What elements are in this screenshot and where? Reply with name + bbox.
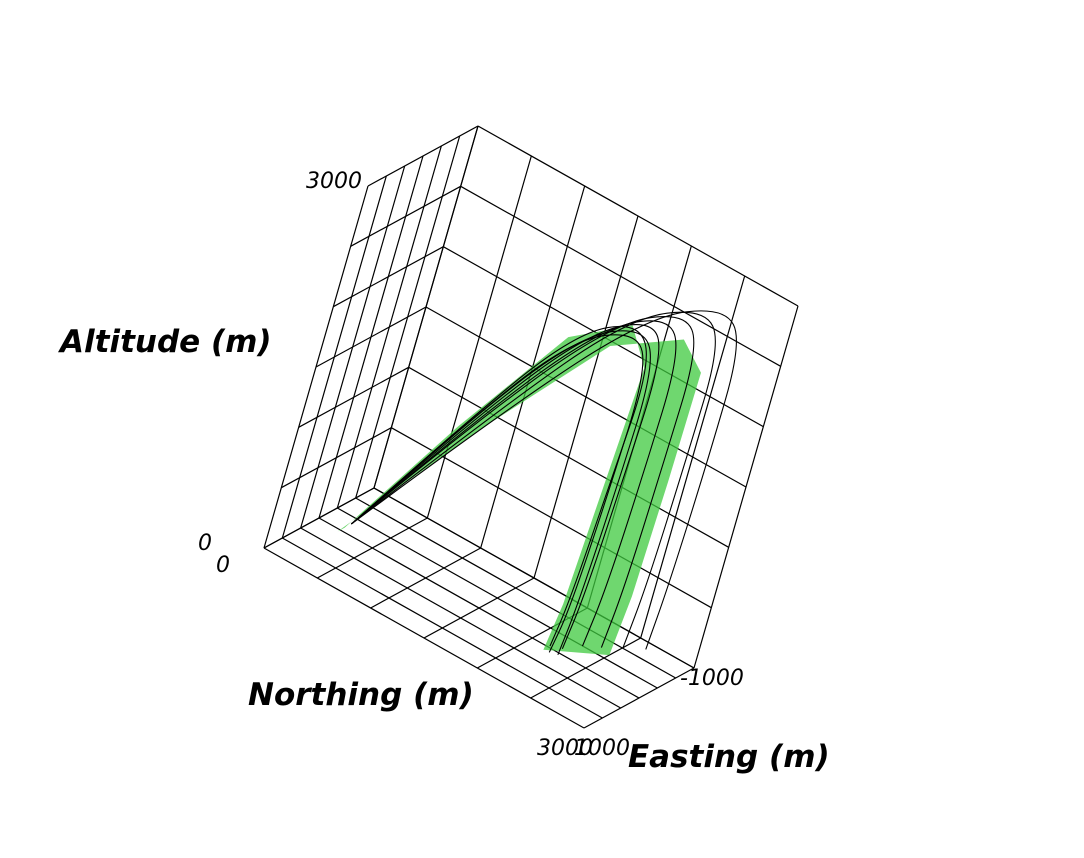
northing-axis-label: Northing (m) (248, 677, 474, 713)
backwall-grid-line (693, 305, 799, 669)
floor-grid-line (373, 487, 695, 669)
axis-grid (263, 125, 799, 729)
wall-grid-line (367, 125, 479, 187)
trajectory-envelope (337, 325, 701, 656)
altitude-tick-max: 3000 (306, 169, 362, 194)
floor-grid-line (583, 667, 695, 729)
trajectory-03 (350, 320, 677, 647)
trajectory-05 (350, 311, 716, 648)
trajectory-lines (350, 310, 737, 656)
trajectory-08 (351, 310, 737, 650)
wall-grid-line (350, 185, 461, 247)
backwall-grid-line (460, 185, 781, 367)
wall-grid-line (336, 145, 442, 509)
easting-tick-min: -1000 (680, 666, 744, 691)
backwall-grid-line (477, 125, 799, 307)
trajectory-04 (350, 316, 695, 648)
wall-grid-line (315, 306, 427, 368)
trajectory-01 (350, 325, 647, 647)
altitude-axis-label: Altitude (m) (57, 324, 272, 360)
trajectory-02 (350, 324, 660, 650)
northing-tick-max: 3000 (537, 736, 593, 761)
envelope-surface (337, 325, 701, 656)
easting-tick-max: 1000 (574, 736, 630, 761)
wall-grid-line (373, 125, 479, 489)
northing-tick-min: 0 (216, 553, 230, 578)
trajectory-07 (350, 330, 651, 656)
easting-axis-label: Easting (m) (628, 739, 830, 775)
floor-grid-line (355, 497, 676, 679)
wall-grid-line (333, 246, 444, 308)
altitude-tick-min: 0 (198, 531, 212, 556)
